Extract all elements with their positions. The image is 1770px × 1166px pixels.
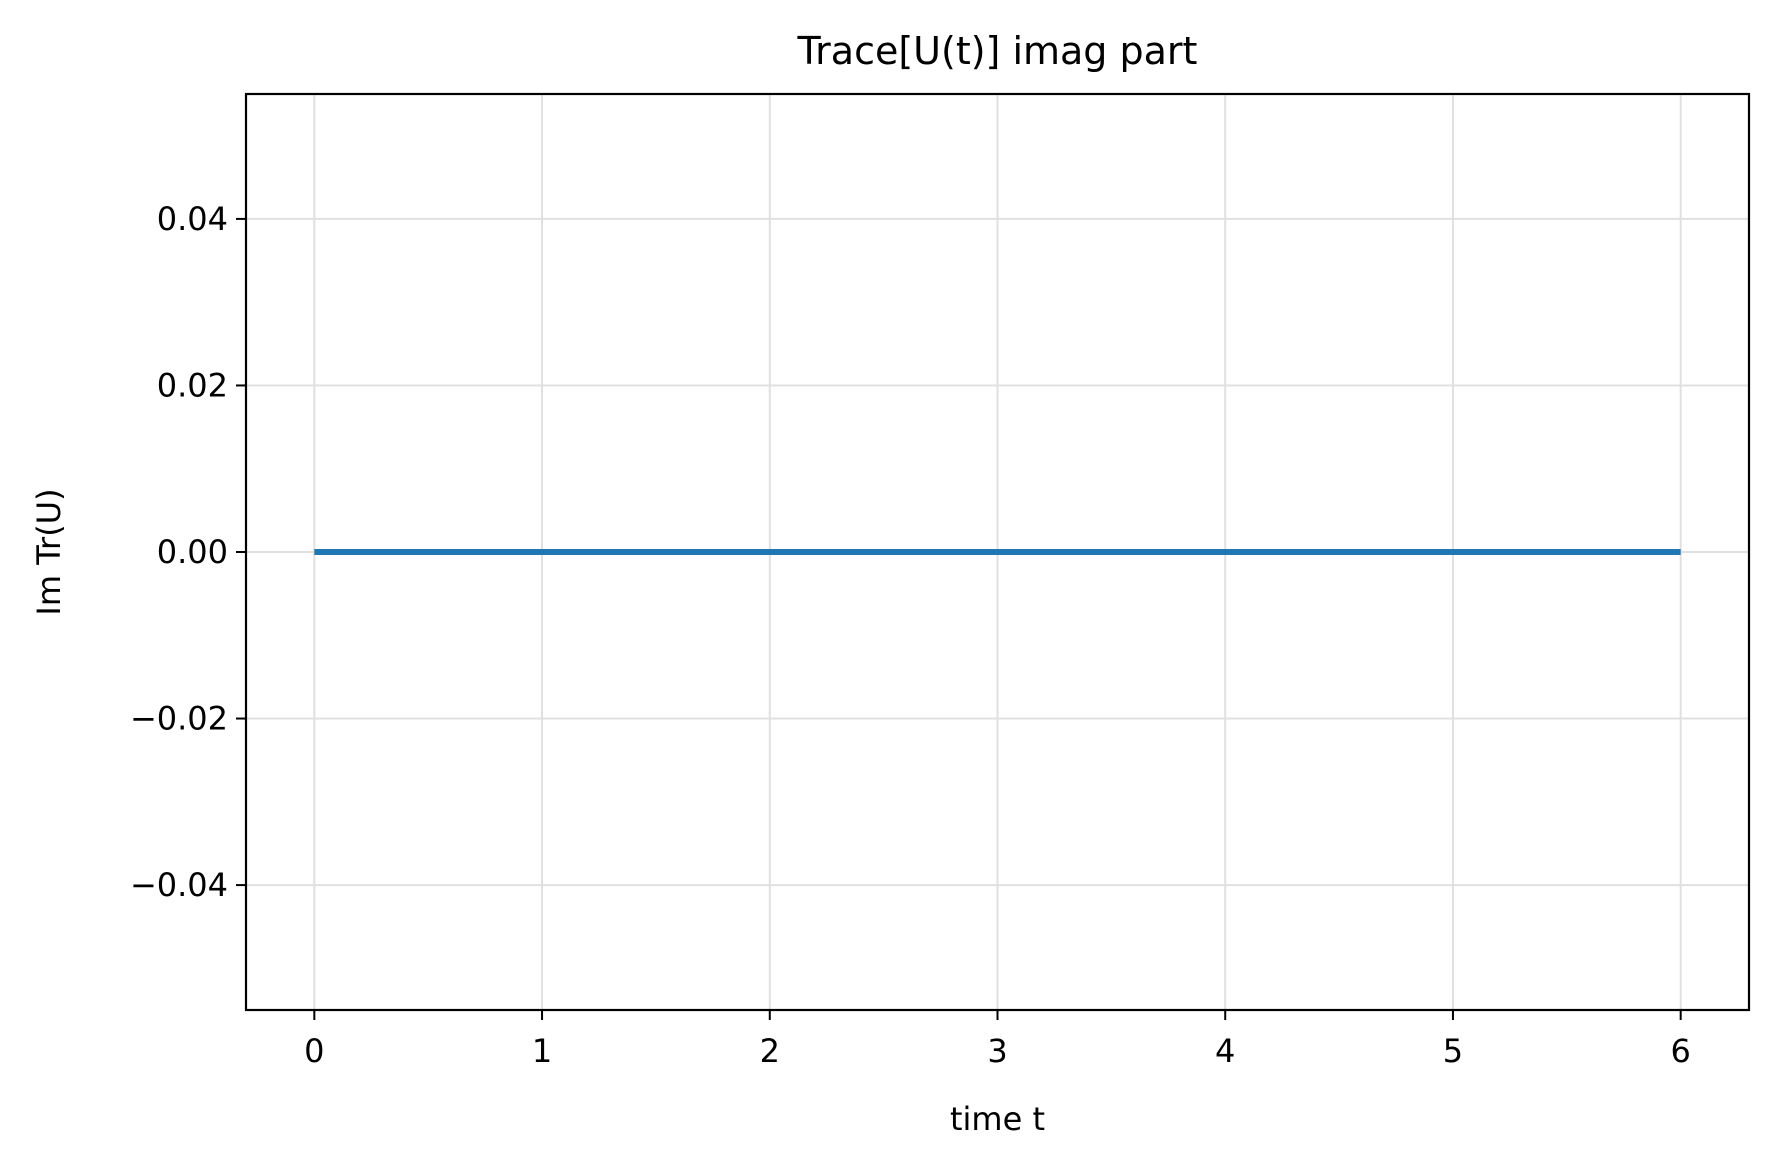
x-tick-label: 3 <box>987 1032 1007 1070</box>
x-tick-label: 6 <box>1671 1032 1691 1070</box>
y-axis-label: Im Tr(U) <box>30 488 68 615</box>
y-tick-label: 0.02 <box>157 366 228 404</box>
x-axis-label: time t <box>950 1100 1045 1138</box>
axis-ticks: 0 1 2 3 4 5 6 −0.04 −0.02 0.00 0.02 0.04 <box>130 200 1691 1070</box>
x-tick-label: 0 <box>304 1032 324 1070</box>
y-tick-label: −0.02 <box>130 700 228 738</box>
x-tick-label: 1 <box>532 1032 552 1070</box>
chart-title: Trace[U(t)] imag part <box>797 29 1198 73</box>
x-tick-label: 2 <box>760 1032 780 1070</box>
y-tick-label: −0.04 <box>130 866 228 904</box>
y-tick-label: 0.00 <box>157 533 228 571</box>
x-tick-label: 5 <box>1443 1032 1463 1070</box>
x-tick-label: 4 <box>1215 1032 1235 1070</box>
y-tick-label: 0.04 <box>157 200 228 238</box>
